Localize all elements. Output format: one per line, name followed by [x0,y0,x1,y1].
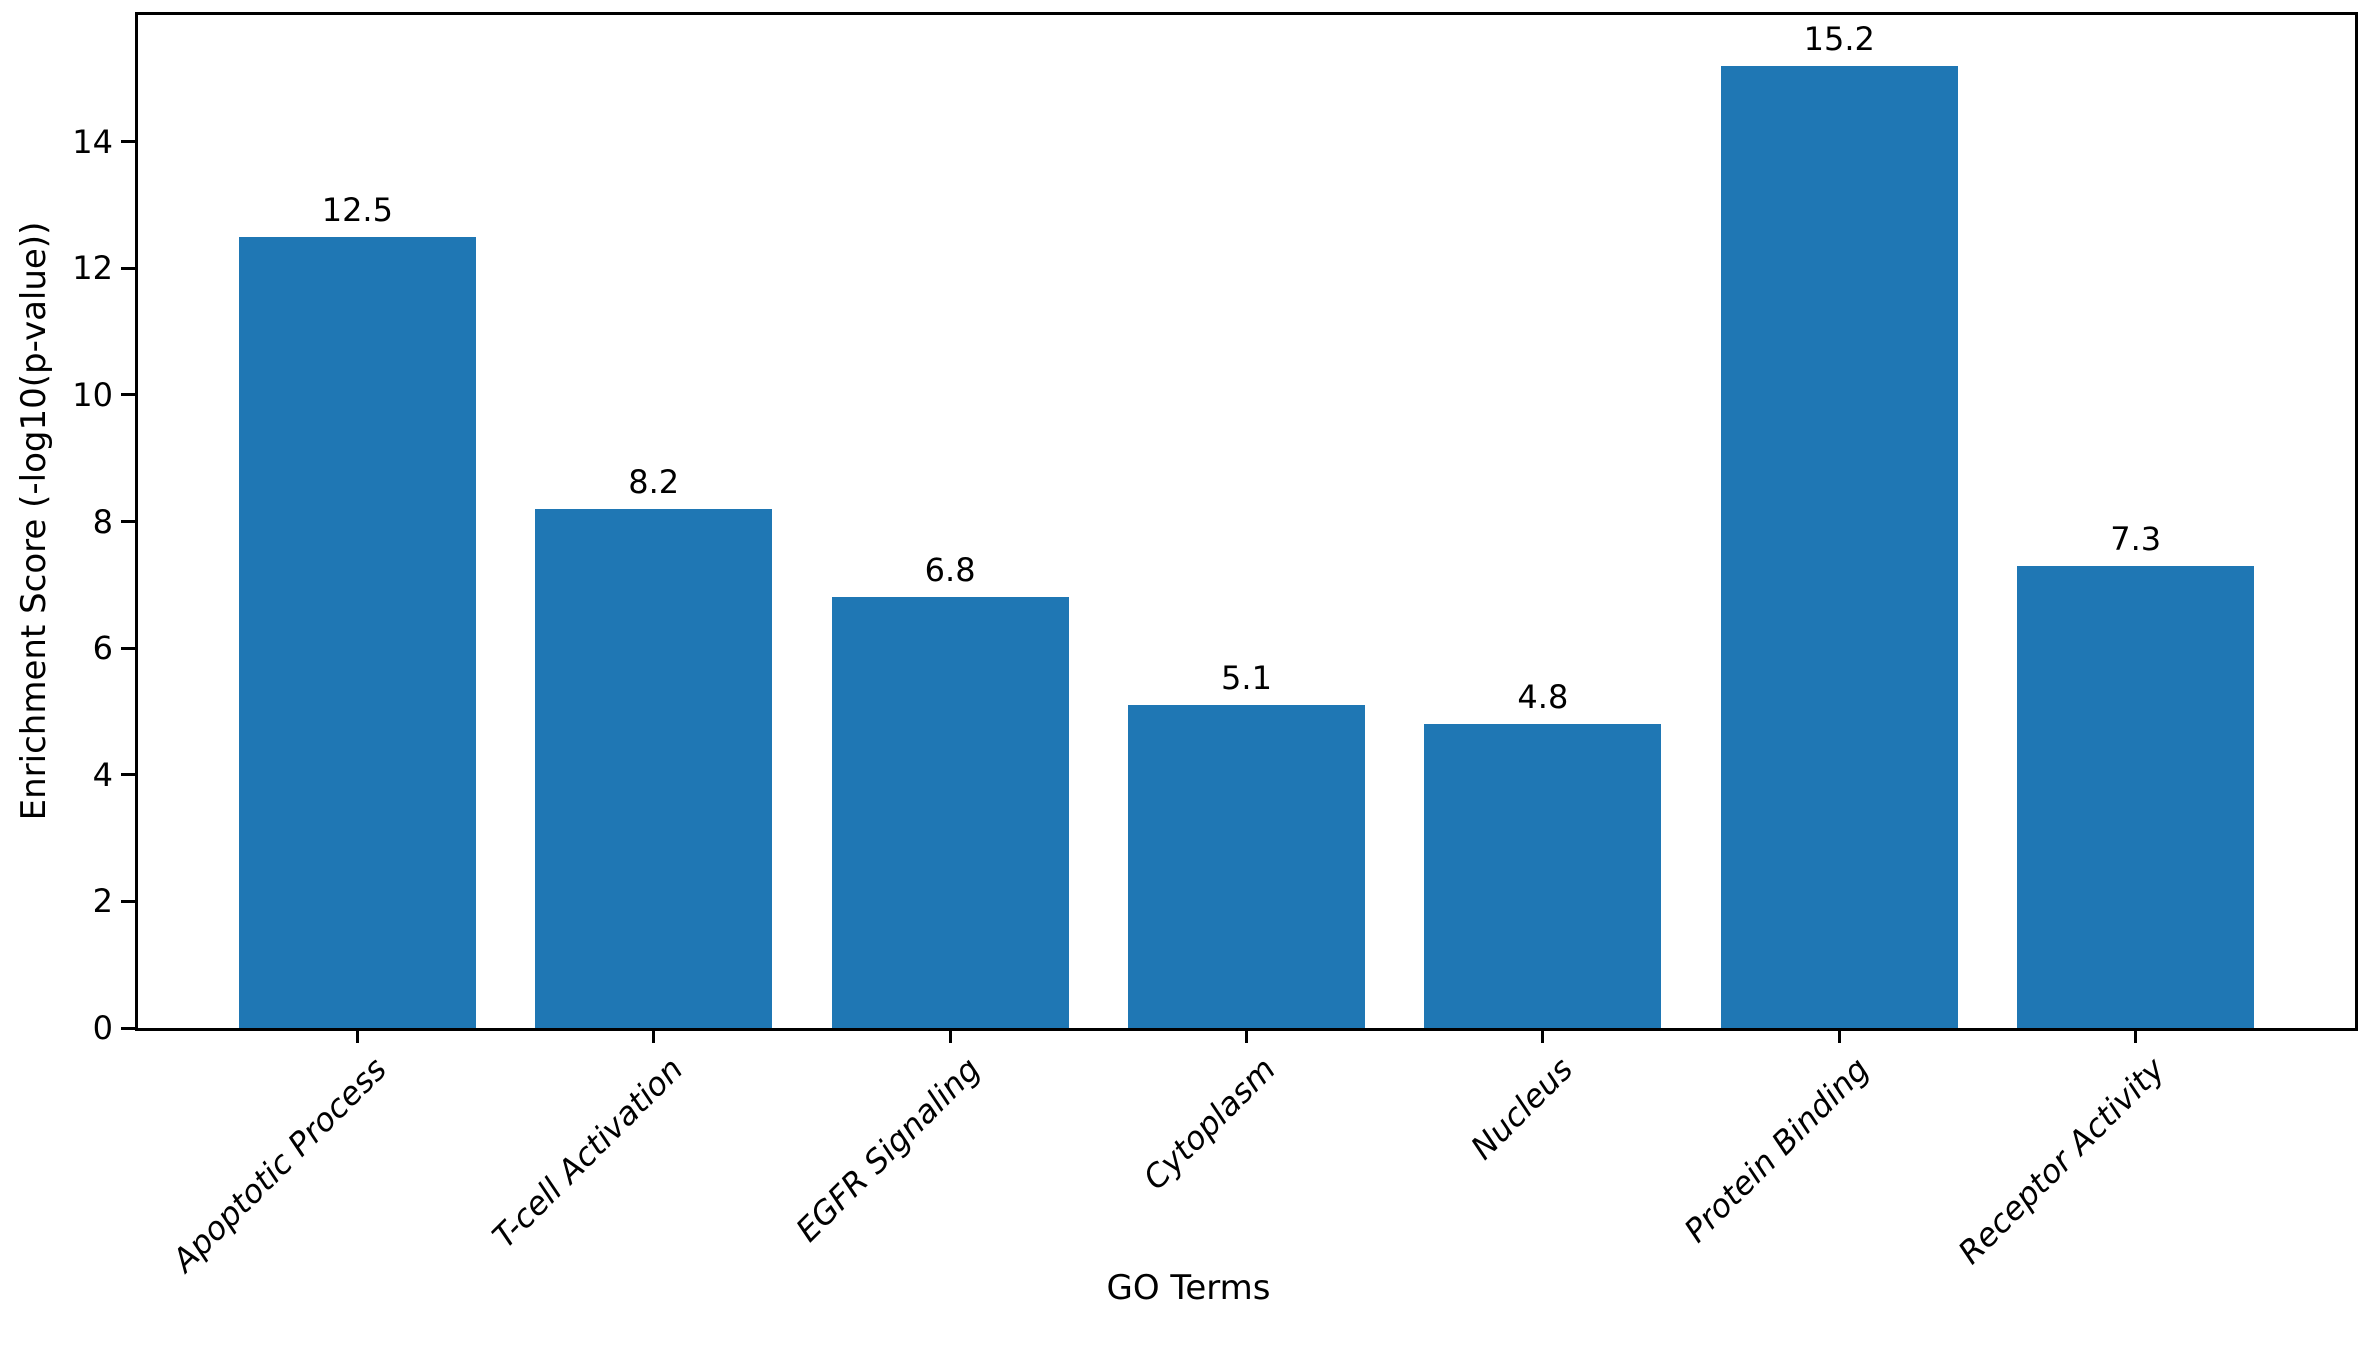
y-tick-mark [121,1026,135,1030]
x-tick-mark [2134,1029,2138,1043]
x-tick-label: EGFR Signaling [787,1050,987,1250]
bar-value-label: 8.2 [628,462,680,501]
x-tick-label: Nucleus [1462,1050,1580,1167]
x-tick-mark [652,1029,656,1043]
bar [1127,705,1366,1028]
bar-value-label: 7.3 [2110,519,2162,558]
y-tick-mark [121,646,135,650]
x-tick-label: Cytoplasm [1136,1050,1284,1198]
x-tick-mark [1245,1029,1248,1043]
x-axis-label: GO Terms [1106,1268,1271,1308]
x-tick-label: T-cell Activation [485,1050,691,1256]
bar [2017,565,2255,1028]
y-tick-label: 0 [92,1009,113,1047]
y-tick-mark [121,393,135,397]
bar [535,508,773,1028]
bar-value-label: 5.1 [1221,659,1272,698]
y-tick-label: 6 [92,629,113,668]
x-tick-mark [948,1029,952,1043]
bar [831,597,1069,1028]
y-tick-mark [121,520,135,523]
bar-value-label: 6.8 [924,551,976,590]
y-tick-mark [121,899,135,903]
x-tick-label: Apoptotic Process [165,1050,395,1280]
x-tick-label: Protein Binding [1676,1050,1877,1250]
x-tick-mark [1541,1029,1545,1043]
bar-value-label: 4.8 [1517,678,1569,717]
y-tick-mark [121,140,135,144]
y-tick-label: 12 [72,249,113,288]
y-tick-label: 2 [92,882,113,921]
y-tick-label: 4 [92,755,113,794]
bar [1720,65,1958,1028]
y-axis-label: Enrichment Score (-log10(p-value)) [14,221,54,821]
x-tick-mark [355,1029,359,1043]
y-tick-mark [121,773,135,777]
bar-value-label: 12.5 [321,190,393,229]
y-tick-label: 8 [92,502,113,541]
x-tick-mark [1837,1029,1841,1043]
y-tick-label: 10 [72,375,113,414]
bar-value-label: 15.2 [1803,19,1875,58]
bar [238,236,476,1028]
y-tick-mark [121,266,135,270]
x-tick-label: Receptor Activity [1951,1050,2173,1272]
bar [1424,724,1662,1028]
y-tick-label: 14 [72,122,113,161]
